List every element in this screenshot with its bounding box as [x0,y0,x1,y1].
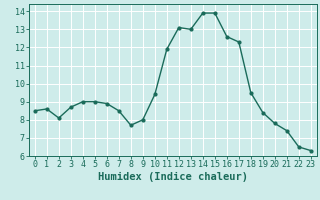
X-axis label: Humidex (Indice chaleur): Humidex (Indice chaleur) [98,172,248,182]
